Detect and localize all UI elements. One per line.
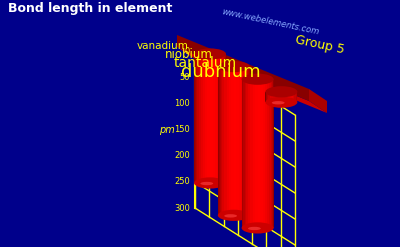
- Polygon shape: [226, 67, 229, 215]
- Text: 100: 100: [174, 100, 190, 108]
- Polygon shape: [229, 67, 231, 215]
- Polygon shape: [258, 79, 260, 228]
- Polygon shape: [217, 54, 220, 183]
- Polygon shape: [197, 54, 199, 183]
- Polygon shape: [281, 92, 284, 102]
- Ellipse shape: [272, 101, 284, 104]
- Polygon shape: [267, 79, 269, 228]
- Polygon shape: [260, 79, 262, 228]
- Polygon shape: [212, 54, 215, 183]
- Polygon shape: [265, 79, 267, 228]
- Polygon shape: [222, 67, 224, 215]
- Ellipse shape: [266, 97, 297, 108]
- Polygon shape: [221, 67, 222, 215]
- Polygon shape: [203, 54, 205, 183]
- Polygon shape: [293, 92, 294, 102]
- Polygon shape: [294, 92, 296, 102]
- Polygon shape: [273, 79, 274, 228]
- Polygon shape: [224, 67, 226, 215]
- Polygon shape: [291, 92, 293, 102]
- Polygon shape: [272, 92, 274, 102]
- Polygon shape: [274, 92, 276, 102]
- Polygon shape: [245, 79, 246, 228]
- Polygon shape: [284, 92, 286, 102]
- Polygon shape: [289, 92, 291, 102]
- Polygon shape: [276, 92, 279, 102]
- Polygon shape: [239, 67, 241, 215]
- Text: vanadium: vanadium: [137, 41, 189, 51]
- Text: 200: 200: [174, 151, 190, 161]
- Ellipse shape: [194, 177, 226, 188]
- Polygon shape: [200, 54, 203, 183]
- Polygon shape: [266, 92, 267, 102]
- Polygon shape: [194, 54, 195, 183]
- Polygon shape: [225, 54, 226, 183]
- Polygon shape: [250, 79, 253, 228]
- Text: 300: 300: [174, 204, 190, 212]
- Polygon shape: [247, 67, 248, 215]
- Polygon shape: [253, 79, 255, 228]
- Ellipse shape: [200, 182, 213, 185]
- Polygon shape: [220, 54, 221, 183]
- Polygon shape: [234, 67, 236, 215]
- Polygon shape: [221, 54, 223, 183]
- Ellipse shape: [218, 61, 250, 72]
- Polygon shape: [205, 54, 208, 183]
- Text: Group 5: Group 5: [294, 33, 346, 57]
- Polygon shape: [272, 79, 273, 228]
- Polygon shape: [270, 92, 272, 102]
- Polygon shape: [255, 79, 258, 228]
- Polygon shape: [246, 79, 248, 228]
- Polygon shape: [262, 79, 265, 228]
- Text: 250: 250: [174, 178, 190, 186]
- Polygon shape: [243, 67, 245, 215]
- Polygon shape: [267, 92, 268, 102]
- Polygon shape: [268, 92, 270, 102]
- Polygon shape: [177, 47, 327, 113]
- Ellipse shape: [224, 214, 237, 218]
- Polygon shape: [279, 92, 281, 102]
- Polygon shape: [218, 67, 220, 215]
- Polygon shape: [220, 67, 221, 215]
- Polygon shape: [231, 67, 234, 215]
- Ellipse shape: [248, 227, 261, 230]
- Polygon shape: [309, 89, 327, 113]
- Polygon shape: [243, 79, 245, 228]
- Text: tantalum: tantalum: [174, 56, 237, 70]
- Polygon shape: [195, 54, 196, 183]
- Polygon shape: [242, 79, 243, 228]
- Ellipse shape: [218, 210, 250, 221]
- Polygon shape: [210, 54, 212, 183]
- Polygon shape: [196, 54, 197, 183]
- Polygon shape: [236, 67, 239, 215]
- Polygon shape: [224, 54, 225, 183]
- Polygon shape: [199, 54, 200, 183]
- Text: niobium: niobium: [165, 48, 213, 61]
- Text: 150: 150: [174, 125, 190, 135]
- Ellipse shape: [242, 222, 274, 233]
- Polygon shape: [241, 67, 243, 215]
- Polygon shape: [270, 79, 272, 228]
- Text: 50: 50: [180, 74, 190, 82]
- Polygon shape: [296, 92, 297, 102]
- Polygon shape: [286, 92, 289, 102]
- Polygon shape: [248, 79, 250, 228]
- Text: www.webelements.com: www.webelements.com: [220, 7, 320, 37]
- Ellipse shape: [194, 48, 226, 60]
- Polygon shape: [215, 54, 217, 183]
- Text: dubnium: dubnium: [181, 63, 260, 81]
- Polygon shape: [249, 67, 250, 215]
- Text: 0: 0: [185, 47, 190, 57]
- Polygon shape: [208, 54, 210, 183]
- Ellipse shape: [266, 86, 297, 97]
- Polygon shape: [248, 67, 249, 215]
- Polygon shape: [223, 54, 224, 183]
- Text: Bond length in element: Bond length in element: [8, 2, 172, 16]
- Text: pm: pm: [159, 125, 175, 135]
- Polygon shape: [269, 79, 270, 228]
- Polygon shape: [177, 35, 309, 101]
- Polygon shape: [245, 67, 247, 215]
- Ellipse shape: [242, 74, 274, 85]
